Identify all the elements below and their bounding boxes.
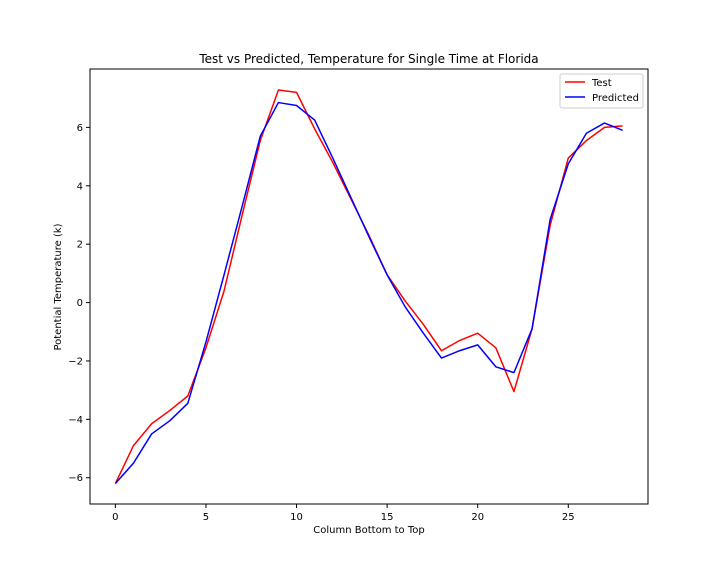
x-tick-label: 25 bbox=[562, 512, 575, 523]
x-tick-label: 20 bbox=[471, 512, 484, 523]
axes-ticks: 0 5 10 15 20 25 −6 −4 −2 0 2 4 6 bbox=[68, 123, 574, 523]
y-tick-label: 2 bbox=[77, 240, 83, 251]
plot-series bbox=[114, 89, 623, 485]
plot-frame bbox=[89, 68, 649, 505]
x-tick-label: 15 bbox=[381, 512, 394, 523]
y-axis-label: Potential Temperature (k) bbox=[53, 223, 64, 350]
series-line-test bbox=[114, 89, 623, 484]
y-tick-label: −2 bbox=[68, 356, 83, 367]
x-tick-label: 10 bbox=[290, 512, 303, 523]
legend-label-test: Test bbox=[591, 78, 612, 89]
y-tick-label: 0 bbox=[77, 298, 83, 309]
x-tick-label: 0 bbox=[112, 512, 118, 523]
y-tick-label: −6 bbox=[68, 473, 83, 484]
y-tick-label: −4 bbox=[68, 415, 83, 426]
x-tick-label: 5 bbox=[203, 512, 209, 523]
y-tick-label: 6 bbox=[77, 123, 83, 134]
y-tick-label: 4 bbox=[77, 181, 83, 192]
chart-title: Test vs Predicted, Temperature for Singl… bbox=[198, 52, 538, 66]
legend: Test Predicted bbox=[559, 73, 644, 109]
legend-label-predicted: Predicted bbox=[592, 93, 639, 104]
series-line-predicted bbox=[114, 101, 623, 485]
x-axis-label: Column Bottom to Top bbox=[313, 525, 424, 536]
